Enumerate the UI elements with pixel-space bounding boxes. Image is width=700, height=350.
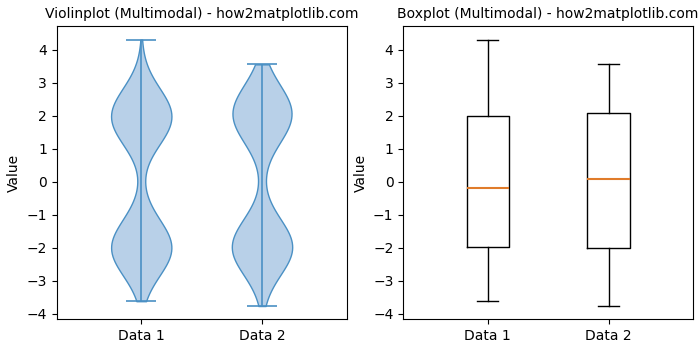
Title: Boxplot (Multimodal) - how2matplotlib.com: Boxplot (Multimodal) - how2matplotlib.co… bbox=[398, 7, 699, 21]
Y-axis label: Value: Value bbox=[7, 154, 21, 192]
Title: Violinplot (Multimodal) - how2matplotlib.com: Violinplot (Multimodal) - how2matplotlib… bbox=[45, 7, 358, 21]
Y-axis label: Value: Value bbox=[354, 154, 368, 192]
